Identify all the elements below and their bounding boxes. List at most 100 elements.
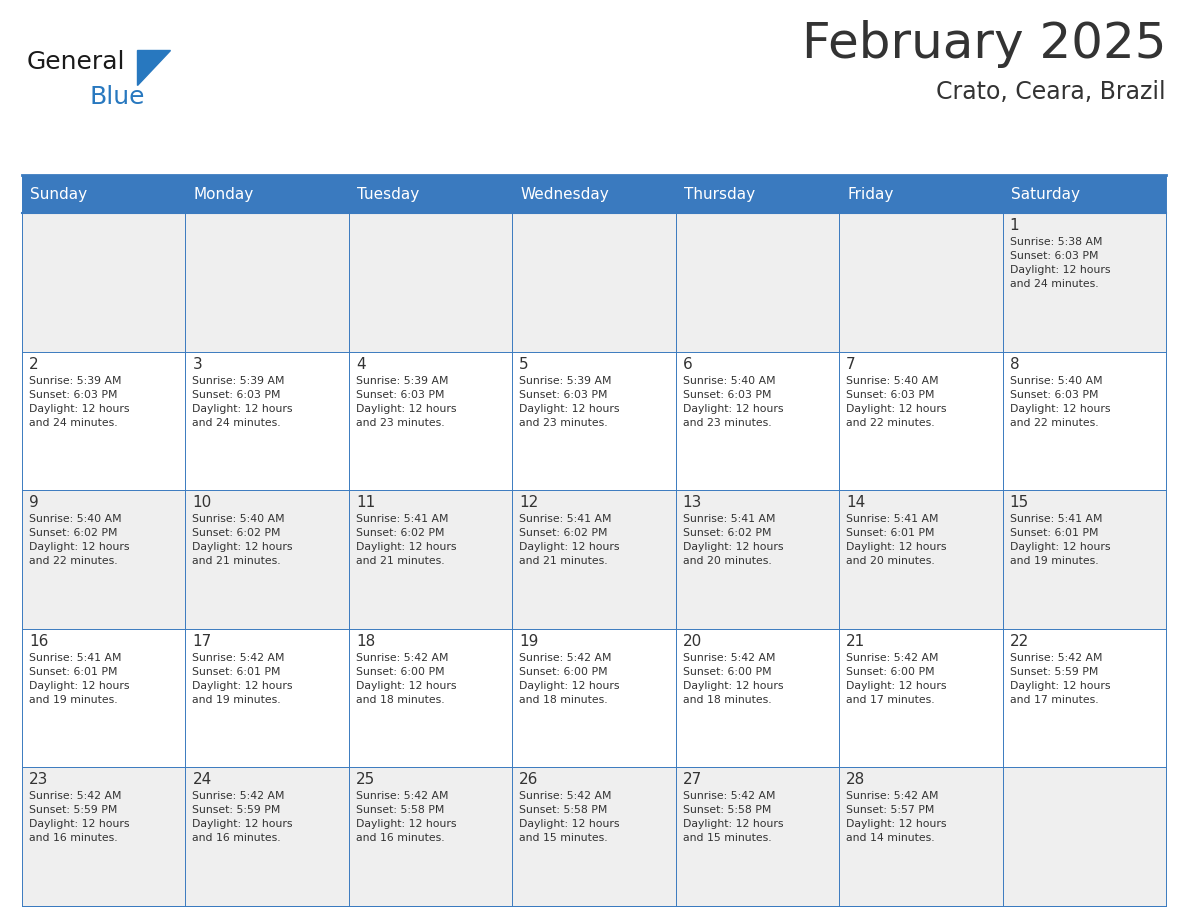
Text: Sunrise: 5:42 AM: Sunrise: 5:42 AM — [192, 653, 285, 663]
Text: Sunset: 6:02 PM: Sunset: 6:02 PM — [683, 528, 771, 538]
Text: Daylight: 12 hours: Daylight: 12 hours — [846, 404, 947, 414]
Text: Daylight: 12 hours: Daylight: 12 hours — [846, 543, 947, 553]
Text: and 16 minutes.: and 16 minutes. — [192, 834, 282, 844]
Bar — [1003, 490, 1165, 629]
Text: Sunset: 5:57 PM: Sunset: 5:57 PM — [846, 805, 935, 815]
Text: Sunset: 6:03 PM: Sunset: 6:03 PM — [519, 389, 608, 399]
Text: Daylight: 12 hours: Daylight: 12 hours — [846, 820, 947, 829]
Text: Sunset: 6:01 PM: Sunset: 6:01 PM — [1010, 528, 1098, 538]
Text: Daylight: 12 hours: Daylight: 12 hours — [192, 681, 293, 691]
Bar — [349, 352, 512, 490]
Text: and 16 minutes.: and 16 minutes. — [356, 834, 444, 844]
Text: Sunset: 5:58 PM: Sunset: 5:58 PM — [356, 805, 444, 815]
Bar — [23, 213, 185, 352]
Text: 19: 19 — [519, 633, 538, 649]
Text: Sunset: 5:59 PM: Sunset: 5:59 PM — [1010, 666, 1098, 677]
Text: 13: 13 — [683, 495, 702, 510]
Text: and 17 minutes.: and 17 minutes. — [1010, 695, 1098, 705]
Text: and 24 minutes.: and 24 minutes. — [1010, 279, 1098, 289]
Bar — [676, 175, 839, 213]
Text: 2: 2 — [29, 356, 39, 372]
Bar — [185, 629, 349, 767]
Text: Sunset: 6:00 PM: Sunset: 6:00 PM — [683, 666, 771, 677]
Text: Blue: Blue — [90, 85, 145, 109]
Text: Sunrise: 5:42 AM: Sunrise: 5:42 AM — [683, 653, 776, 663]
Bar — [349, 767, 512, 906]
Text: Sunrise: 5:42 AM: Sunrise: 5:42 AM — [356, 791, 448, 801]
Text: Monday: Monday — [194, 186, 254, 201]
Text: and 16 minutes.: and 16 minutes. — [29, 834, 118, 844]
Text: and 24 minutes.: and 24 minutes. — [29, 418, 118, 428]
Text: 17: 17 — [192, 633, 211, 649]
Bar — [185, 767, 349, 906]
Text: Sunset: 5:58 PM: Sunset: 5:58 PM — [683, 805, 771, 815]
Text: Sunrise: 5:41 AM: Sunrise: 5:41 AM — [846, 514, 939, 524]
Text: 3: 3 — [192, 356, 202, 372]
Text: General: General — [27, 50, 126, 74]
Text: Sunrise: 5:41 AM: Sunrise: 5:41 AM — [29, 653, 121, 663]
Bar — [839, 175, 1003, 213]
Text: Daylight: 12 hours: Daylight: 12 hours — [29, 404, 129, 414]
Bar — [676, 767, 839, 906]
Text: 25: 25 — [356, 772, 375, 788]
Text: Sunrise: 5:39 AM: Sunrise: 5:39 AM — [192, 375, 285, 386]
Text: 26: 26 — [519, 772, 538, 788]
Bar — [512, 213, 676, 352]
Text: 21: 21 — [846, 633, 865, 649]
Bar — [1003, 213, 1165, 352]
Text: Sunrise: 5:42 AM: Sunrise: 5:42 AM — [519, 791, 612, 801]
Text: Sunrise: 5:40 AM: Sunrise: 5:40 AM — [29, 514, 121, 524]
Bar — [839, 490, 1003, 629]
Text: Sunset: 6:00 PM: Sunset: 6:00 PM — [519, 666, 608, 677]
Text: Sunrise: 5:41 AM: Sunrise: 5:41 AM — [683, 514, 776, 524]
Text: Crato, Ceara, Brazil: Crato, Ceara, Brazil — [936, 80, 1165, 104]
Text: Sunrise: 5:41 AM: Sunrise: 5:41 AM — [1010, 514, 1102, 524]
Text: Daylight: 12 hours: Daylight: 12 hours — [356, 404, 456, 414]
Bar — [185, 213, 349, 352]
Text: 12: 12 — [519, 495, 538, 510]
Text: Wednesday: Wednesday — [520, 186, 609, 201]
Text: Sunrise: 5:40 AM: Sunrise: 5:40 AM — [846, 375, 939, 386]
Text: and 15 minutes.: and 15 minutes. — [683, 834, 771, 844]
Text: Sunrise: 5:39 AM: Sunrise: 5:39 AM — [29, 375, 121, 386]
Text: Sunrise: 5:42 AM: Sunrise: 5:42 AM — [192, 791, 285, 801]
Text: Daylight: 12 hours: Daylight: 12 hours — [1010, 404, 1110, 414]
Text: Sunday: Sunday — [30, 186, 87, 201]
Text: Sunrise: 5:39 AM: Sunrise: 5:39 AM — [519, 375, 612, 386]
Text: 15: 15 — [1010, 495, 1029, 510]
Text: 27: 27 — [683, 772, 702, 788]
Text: Daylight: 12 hours: Daylight: 12 hours — [29, 820, 129, 829]
Text: Sunset: 6:03 PM: Sunset: 6:03 PM — [1010, 251, 1098, 261]
Text: Daylight: 12 hours: Daylight: 12 hours — [356, 543, 456, 553]
Text: Daylight: 12 hours: Daylight: 12 hours — [519, 820, 620, 829]
Text: Sunset: 5:59 PM: Sunset: 5:59 PM — [192, 805, 280, 815]
Text: Sunset: 6:00 PM: Sunset: 6:00 PM — [846, 666, 935, 677]
Text: February 2025: February 2025 — [802, 20, 1165, 68]
Text: Sunrise: 5:42 AM: Sunrise: 5:42 AM — [846, 653, 939, 663]
Bar — [1003, 352, 1165, 490]
Text: 14: 14 — [846, 495, 865, 510]
Text: 16: 16 — [29, 633, 49, 649]
Text: and 23 minutes.: and 23 minutes. — [519, 418, 608, 428]
Text: Daylight: 12 hours: Daylight: 12 hours — [192, 820, 293, 829]
Bar — [1003, 175, 1165, 213]
Text: and 20 minutes.: and 20 minutes. — [846, 556, 935, 566]
Text: Sunrise: 5:38 AM: Sunrise: 5:38 AM — [1010, 237, 1102, 247]
Text: Sunset: 6:03 PM: Sunset: 6:03 PM — [1010, 389, 1098, 399]
Text: Thursday: Thursday — [684, 186, 754, 201]
Text: and 19 minutes.: and 19 minutes. — [1010, 556, 1098, 566]
Text: Daylight: 12 hours: Daylight: 12 hours — [683, 404, 783, 414]
Text: Sunrise: 5:42 AM: Sunrise: 5:42 AM — [356, 653, 448, 663]
Text: Daylight: 12 hours: Daylight: 12 hours — [29, 681, 129, 691]
Bar — [512, 490, 676, 629]
Bar — [839, 352, 1003, 490]
Bar — [839, 629, 1003, 767]
Bar — [349, 175, 512, 213]
Text: and 21 minutes.: and 21 minutes. — [192, 556, 282, 566]
Text: Friday: Friday — [847, 186, 893, 201]
Bar — [512, 175, 676, 213]
Text: Daylight: 12 hours: Daylight: 12 hours — [519, 543, 620, 553]
Text: and 21 minutes.: and 21 minutes. — [356, 556, 444, 566]
Text: Daylight: 12 hours: Daylight: 12 hours — [519, 404, 620, 414]
Text: Sunset: 6:03 PM: Sunset: 6:03 PM — [683, 389, 771, 399]
